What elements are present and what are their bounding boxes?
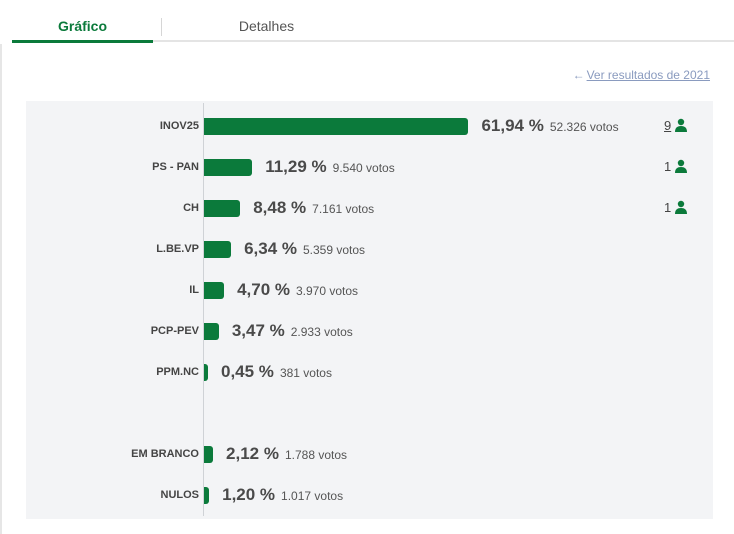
- tab-divider: [161, 18, 162, 36]
- seats-number: 1: [664, 200, 672, 215]
- seats-number[interactable]: 9: [664, 118, 672, 133]
- person-icon: [674, 200, 688, 214]
- bar-value: 4,70 % 3.970 votos: [237, 280, 358, 301]
- votes-label: 3.970 votos: [296, 284, 359, 298]
- person-icon: [674, 159, 688, 173]
- tab-bar-rule: [12, 40, 734, 42]
- percent-label: 11,29 %: [265, 157, 327, 176]
- percent-label: 6,34 %: [244, 239, 297, 258]
- votes-label: 9.540 votos: [332, 161, 395, 175]
- bar: [204, 159, 253, 176]
- bar-value: 2,12 % 1.788 votos: [226, 444, 347, 465]
- bar: [204, 446, 214, 463]
- percent-label: 0,45 %: [221, 362, 274, 381]
- previous-results-link[interactable]: ← Ver resultados de 2021: [573, 68, 710, 82]
- page-left-edge: [0, 44, 2, 534]
- votes-label: 52.326 votos: [549, 120, 619, 134]
- category-label: CH: [183, 202, 199, 214]
- seats-count[interactable]: 9: [664, 118, 688, 134]
- bar-value: 11,29 % 9.540 votos: [265, 157, 395, 178]
- chart-axis-line: [203, 103, 204, 516]
- votes-label: 1.017 votos: [281, 489, 344, 503]
- votes-label: 7.161 votos: [312, 202, 375, 216]
- category-label: PCP-PEV: [150, 325, 199, 337]
- bar-value: 1,20 % 1.017 votos: [222, 485, 343, 506]
- percent-label: 1,20 %: [222, 485, 276, 504]
- votes-label: 1.788 votos: [284, 448, 348, 462]
- percent-label: 2,12 %: [226, 444, 279, 463]
- bar: [204, 118, 469, 135]
- percent-label: 4,70 %: [237, 280, 290, 299]
- category-label: INOV25: [159, 120, 199, 132]
- bar: [204, 200, 241, 217]
- bar-value: 61,94 % 52.326 votos: [481, 116, 618, 137]
- category-label: L.BE.VP: [156, 243, 199, 255]
- chart-panel: [26, 101, 713, 519]
- percent-label: 8,48 %: [253, 198, 307, 217]
- bar: [204, 364, 208, 381]
- seats-number: 1: [664, 159, 672, 174]
- seats-count: 1: [664, 200, 688, 216]
- votes-label: 381 votos: [279, 366, 332, 380]
- previous-results-label: Ver resultados de 2021: [586, 68, 710, 82]
- votes-label: 2.933 votos: [290, 325, 353, 339]
- percent-label: 61,94 %: [481, 116, 544, 135]
- arrow-left-icon: ←: [572, 68, 585, 82]
- tab-grafico[interactable]: Gráfico: [57, 18, 107, 34]
- bar: [204, 241, 232, 258]
- votes-label: 5.359 votos: [303, 243, 366, 257]
- bar-value: 6,34 % 5.359 votos: [244, 239, 365, 260]
- category-label: NULOS: [160, 489, 200, 501]
- category-label: IL: [189, 284, 199, 296]
- seats-count: 1: [664, 159, 688, 175]
- tab-detalhes[interactable]: Detalhes: [238, 18, 295, 34]
- percent-label: 3,47 %: [231, 321, 285, 340]
- category-label: EM BRANCO: [131, 448, 199, 460]
- bar: [204, 487, 210, 504]
- tab-bar: Gráfico Detalhes: [0, 0, 734, 44]
- bar-value: 8,48 % 7.161 votos: [253, 198, 374, 219]
- category-label: PPM.NC: [156, 366, 199, 378]
- bar: [204, 282, 225, 299]
- active-tab-indicator: [12, 40, 153, 43]
- bar: [204, 323, 219, 340]
- person-icon: [674, 118, 688, 132]
- category-label: PS - PAN: [152, 161, 199, 173]
- bar-value: 3,47 % 2.933 votos: [232, 321, 353, 342]
- bar-value: 0,45 % 381 votos: [221, 362, 332, 383]
